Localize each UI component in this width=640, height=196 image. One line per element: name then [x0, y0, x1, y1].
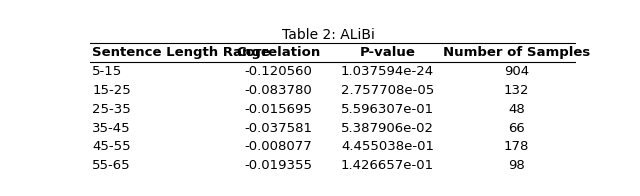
Text: 5-15: 5-15 [92, 65, 123, 78]
Text: 1.037594e-24: 1.037594e-24 [341, 65, 434, 78]
Text: 5.387906e-02: 5.387906e-02 [341, 122, 434, 134]
Text: -0.008077: -0.008077 [244, 140, 312, 153]
Text: 904: 904 [504, 65, 529, 78]
Text: -0.083780: -0.083780 [244, 84, 312, 97]
Text: Table 2: ALiBi: Table 2: ALiBi [282, 28, 374, 42]
Text: -0.120560: -0.120560 [244, 65, 312, 78]
Text: 25-35: 25-35 [92, 103, 131, 116]
Text: Correlation: Correlation [236, 46, 321, 59]
Text: 15-25: 15-25 [92, 84, 131, 97]
Text: 45-55: 45-55 [92, 140, 131, 153]
Text: 178: 178 [504, 140, 529, 153]
Text: Number of Samples: Number of Samples [443, 46, 590, 59]
Text: 66: 66 [508, 122, 525, 134]
Text: 35-45: 35-45 [92, 122, 131, 134]
Text: 1.426657e-01: 1.426657e-01 [341, 159, 434, 172]
Text: Sentence Length Range: Sentence Length Range [92, 46, 270, 59]
Text: 2.757708e-05: 2.757708e-05 [341, 84, 434, 97]
Text: -0.019355: -0.019355 [244, 159, 312, 172]
Text: 4.455038e-01: 4.455038e-01 [341, 140, 434, 153]
Text: 98: 98 [508, 159, 525, 172]
Text: 55-65: 55-65 [92, 159, 131, 172]
Text: 48: 48 [508, 103, 525, 116]
Text: -0.037581: -0.037581 [244, 122, 312, 134]
Text: 5.596307e-01: 5.596307e-01 [341, 103, 434, 116]
Text: -0.015695: -0.015695 [244, 103, 312, 116]
Text: 132: 132 [504, 84, 529, 97]
Text: P-value: P-value [360, 46, 415, 59]
